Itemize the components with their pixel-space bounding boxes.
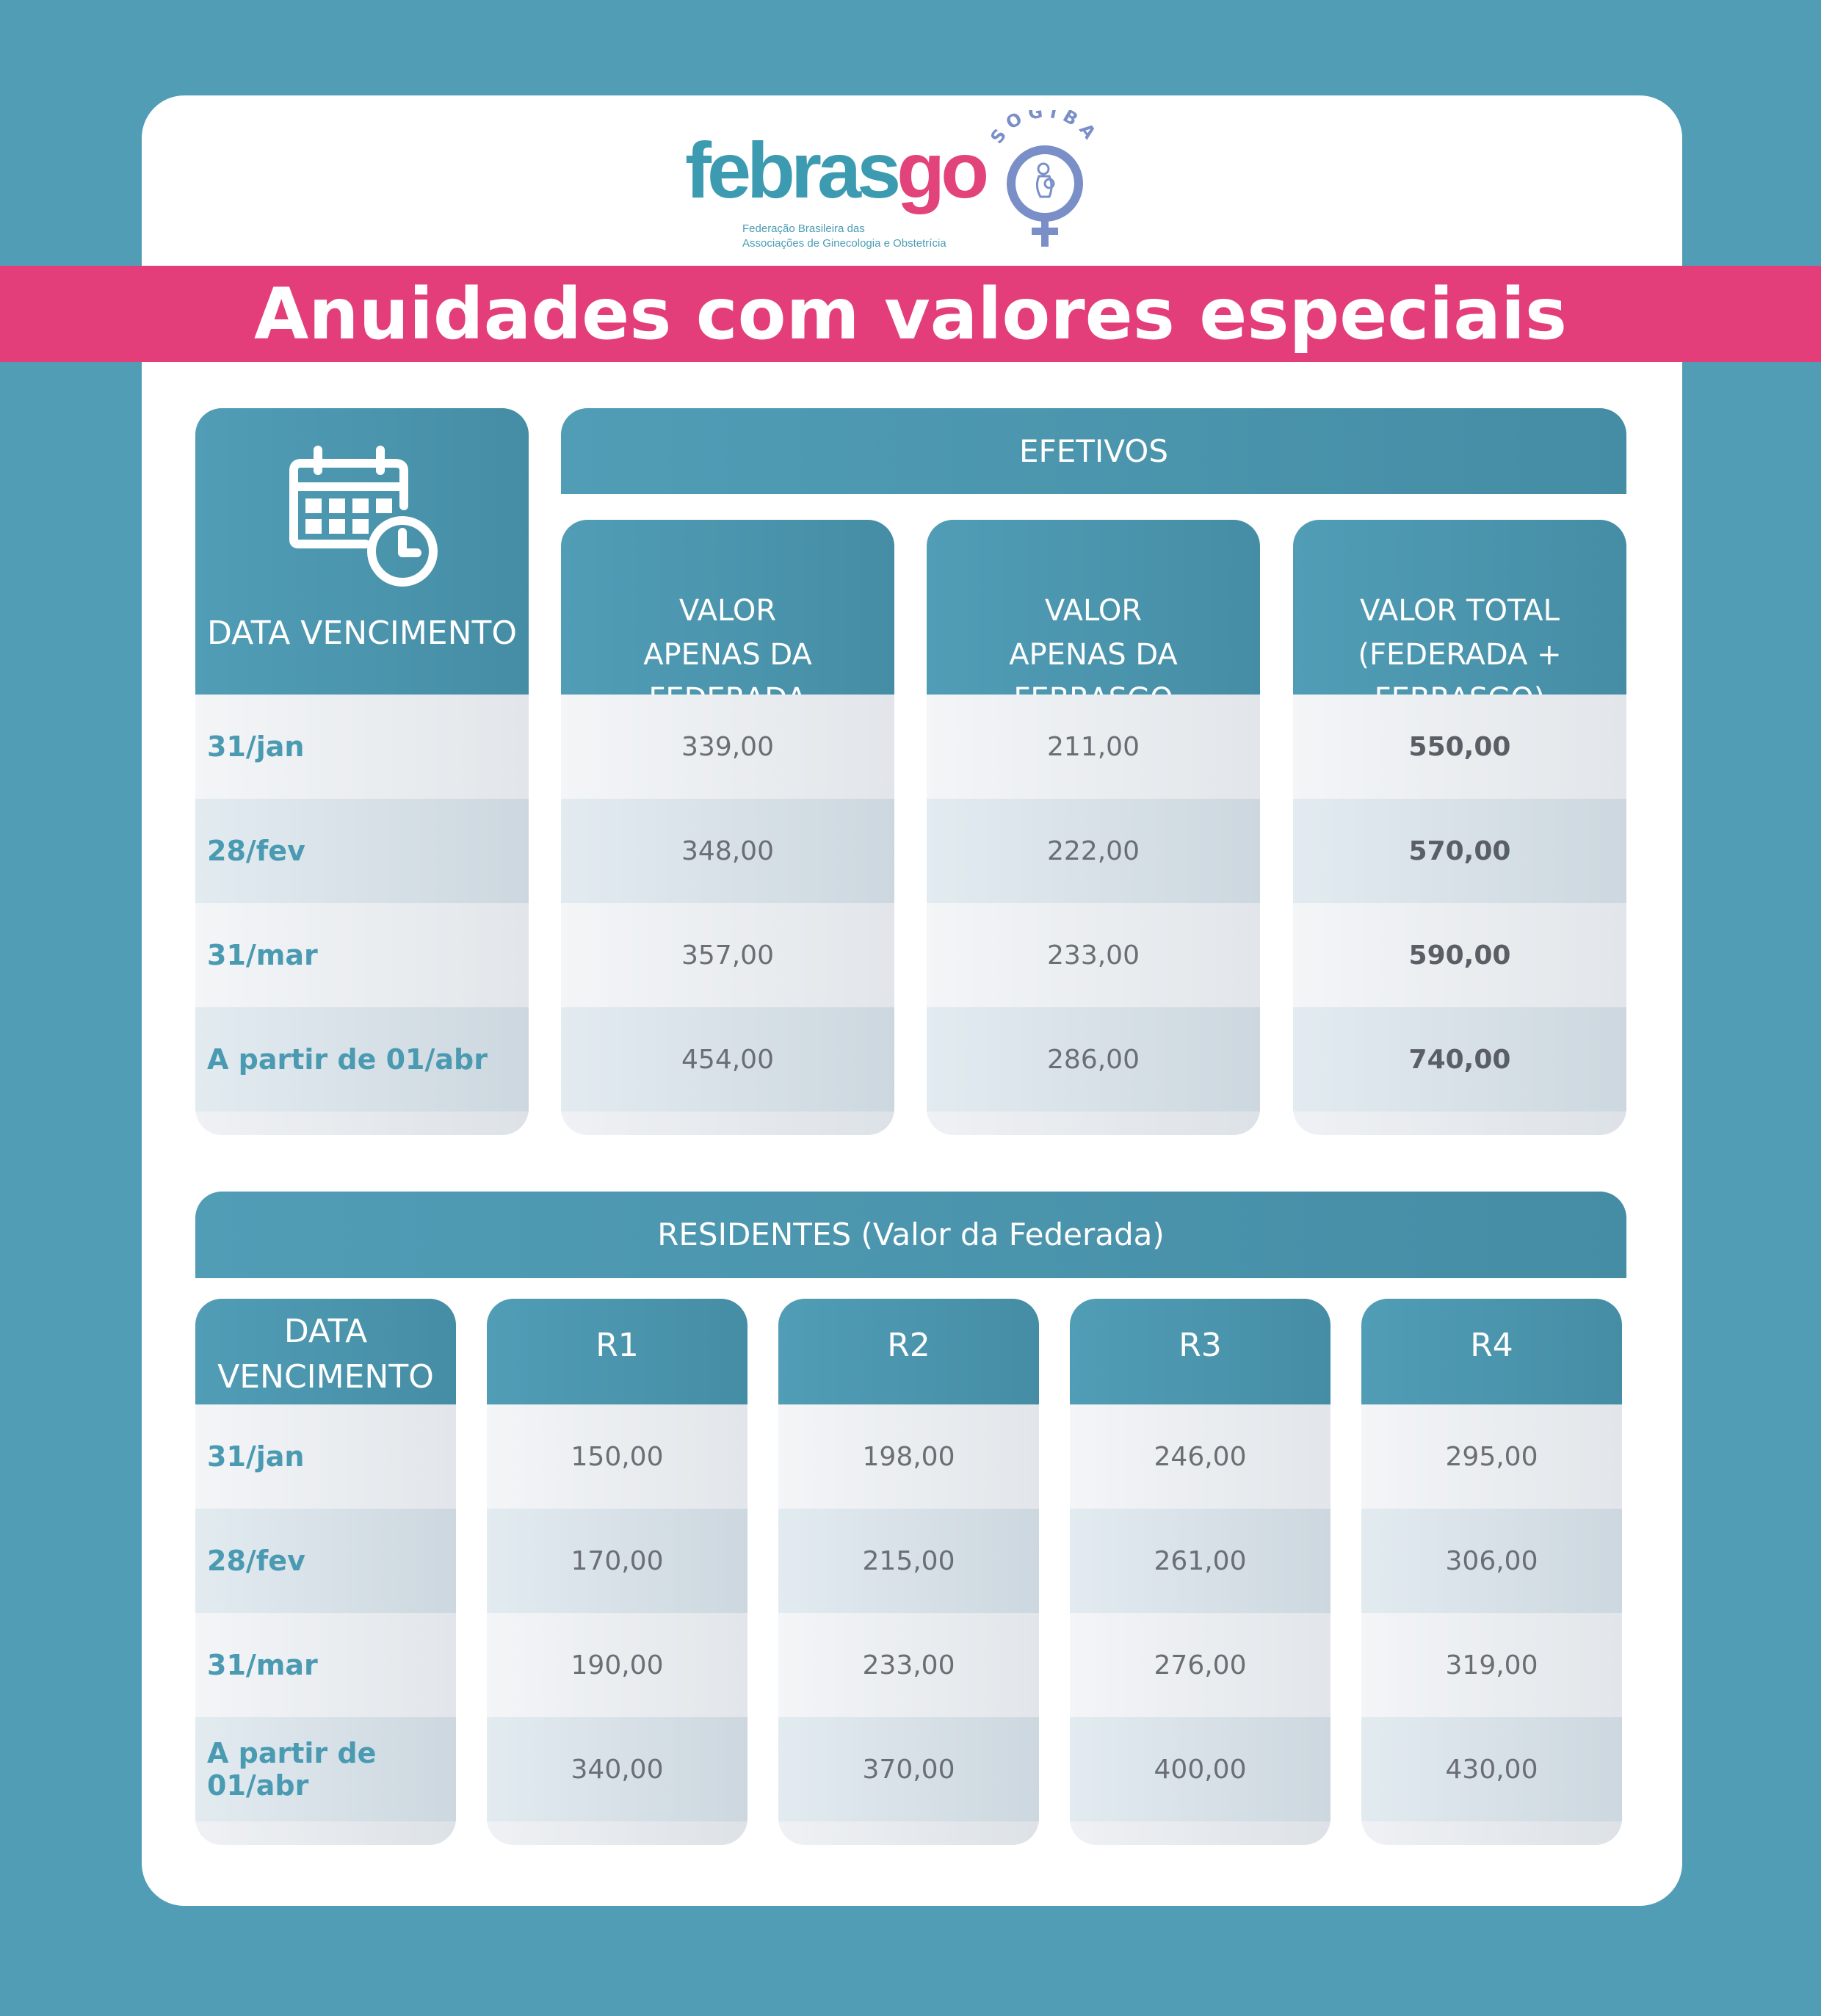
date-cell: 31/mar (195, 903, 529, 1007)
value-cell: 261,00 (1070, 1509, 1331, 1613)
value-cell: 348,00 (561, 799, 894, 903)
residentes-date-column: 31/jan 28/fev 31/mar A partir de 01/abr (195, 1404, 456, 1845)
total-cell: 550,00 (1293, 695, 1626, 799)
value-cell: 339,00 (561, 695, 894, 799)
efetivos-total-column: 550,00 570,00 590,00 740,00 (1293, 695, 1626, 1135)
header-line: VALOR TOTAL (1360, 594, 1560, 628)
date-cell: 28/fev (195, 799, 529, 903)
residentes-r4-column: 295,00 306,00 319,00 430,00 (1361, 1404, 1622, 1845)
svg-text:SOGIBA: SOGIBA (986, 110, 1103, 148)
efetivos-section-title: EFETIVOS (1019, 432, 1168, 469)
residentes-r3-column: 246,00 261,00 276,00 400,00 (1070, 1404, 1331, 1845)
febrasgo-logo-word-a: febras (685, 126, 901, 214)
efetivos-febrasgo-column: 211,00 222,00 233,00 286,00 (927, 695, 1260, 1135)
date-cell: 31/jan (195, 1404, 456, 1509)
value-cell: 222,00 (927, 799, 1260, 903)
header-line: APENAS DA (1009, 638, 1178, 672)
value-cell: 211,00 (927, 695, 1260, 799)
total-cell: 590,00 (1293, 903, 1626, 1007)
date-cell: 28/fev (195, 1509, 456, 1613)
date-cell: A partir de 01/abr (195, 1717, 456, 1821)
value-cell: 340,00 (487, 1717, 747, 1821)
date-cell: 31/mar (195, 1613, 456, 1717)
date-cell: 31/jan (195, 695, 529, 799)
header-line: DATA (283, 1313, 368, 1350)
value-cell: 319,00 (1361, 1613, 1622, 1717)
value-cell: 295,00 (1361, 1404, 1622, 1509)
febrasgo-logo-word-b: go (897, 126, 989, 214)
header-line: (FEDERADA + (1358, 638, 1562, 672)
efetivos-section-header: EFETIVOS (561, 408, 1626, 494)
value-cell: 430,00 (1361, 1717, 1622, 1821)
value-cell: 357,00 (561, 903, 894, 1007)
date-cell: A partir de 01/abr (195, 1007, 529, 1112)
sogiba-logo-text: SOGIBA (986, 110, 1097, 148)
total-cell: 740,00 (1293, 1007, 1626, 1112)
page-title: Anuidades com valores especiais (253, 272, 1568, 355)
febrasgo-logo-sub-1: Federação Brasileira das (742, 222, 865, 235)
sogiba-logo: SOGIBA (986, 110, 1103, 247)
value-cell: 198,00 (778, 1404, 1039, 1509)
logo-area: febrasgo Federação Brasileira das Associ… (142, 95, 1682, 264)
value-cell: 233,00 (778, 1613, 1039, 1717)
value-cell: 306,00 (1361, 1509, 1622, 1613)
efetivos-date-header-label: DATA VENCIMENTO (206, 614, 518, 652)
value-cell: 370,00 (778, 1717, 1039, 1821)
header-line: VALOR (1044, 594, 1143, 628)
residentes-r1-column: 150,00 170,00 190,00 340,00 (487, 1404, 747, 1845)
value-cell: 454,00 (561, 1007, 894, 1112)
efetivos-federada-column: 339,00 348,00 357,00 454,00 (561, 695, 894, 1135)
content-card: febrasgo Federação Brasileira das Associ… (0, 95, 1821, 1906)
residentes-section-title: RESIDENTES (Valor da Federada) (657, 1217, 1165, 1252)
residentes-r2-column: 198,00 215,00 233,00 370,00 (778, 1404, 1039, 1845)
value-cell: 215,00 (778, 1509, 1039, 1613)
value-cell: 233,00 (927, 903, 1260, 1007)
value-cell: 246,00 (1070, 1404, 1331, 1509)
header-label: R2 (887, 1327, 930, 1364)
value-cell: 170,00 (487, 1509, 747, 1613)
residentes-section-header: RESIDENTES (Valor da Federada) (195, 1192, 1626, 1278)
header-label: R3 (1179, 1327, 1222, 1364)
header-label: R4 (1470, 1327, 1513, 1364)
title-banner: Anuidades com valores especiais (0, 266, 1821, 362)
header-line: APENAS DA (643, 638, 812, 672)
header-line: VALOR (678, 594, 777, 628)
febrasgo-logo: febrasgo Federação Brasileira das Associ… (685, 117, 989, 250)
total-cell: 570,00 (1293, 799, 1626, 903)
header-line: VENCIMENTO (217, 1358, 434, 1396)
value-cell: 276,00 (1070, 1613, 1331, 1717)
febrasgo-logo-sub-2: Associações de Ginecologia e Obstetrícia (742, 237, 946, 250)
header-label: R1 (595, 1327, 639, 1364)
value-cell: 190,00 (487, 1613, 747, 1717)
value-cell: 150,00 (487, 1404, 747, 1509)
calendar-clock-icon (289, 446, 438, 587)
value-cell: 286,00 (927, 1007, 1260, 1112)
value-cell: 400,00 (1070, 1717, 1331, 1821)
efetivos-date-column: 31/jan 28/fev 31/mar A partir de 01/abr (195, 695, 529, 1135)
